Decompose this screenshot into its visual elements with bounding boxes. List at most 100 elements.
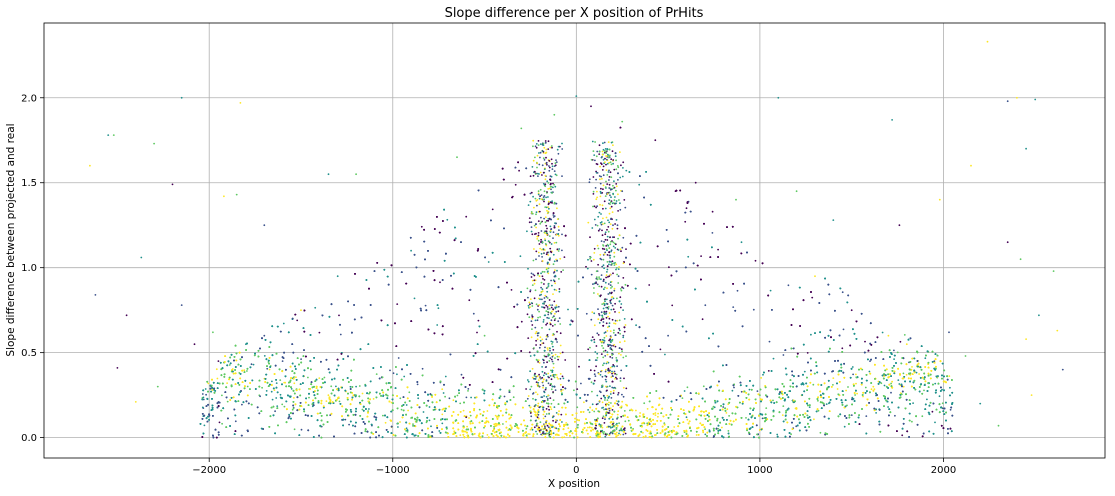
data-point: [456, 394, 459, 397]
data-point: [358, 385, 361, 387]
data-point: [226, 400, 229, 403]
data-point: [267, 361, 270, 363]
data-point: [587, 348, 590, 351]
data-point: [405, 427, 408, 430]
data-point: [752, 308, 755, 311]
data-point: [514, 183, 517, 186]
data-point: [902, 372, 905, 375]
data-point: [619, 176, 622, 179]
data-point: [615, 431, 618, 434]
data-point: [263, 355, 266, 357]
data-point: [470, 396, 472, 399]
data-point: [772, 357, 775, 360]
data-point: [905, 373, 908, 376]
data-point: [619, 306, 622, 309]
data-point: [293, 382, 296, 385]
data-point: [611, 236, 614, 239]
data-point: [271, 398, 274, 401]
data-point: [787, 284, 790, 287]
data-point: [535, 146, 538, 149]
data-point: [851, 396, 854, 399]
data-point: [424, 304, 427, 307]
data-point: [221, 394, 223, 397]
data-point: [384, 421, 387, 424]
data-point: [275, 382, 278, 384]
data-point: [949, 408, 952, 411]
data-point: [776, 433, 779, 436]
data-point: [265, 390, 268, 392]
data-point: [768, 340, 771, 343]
data-point: [748, 388, 751, 391]
data-point: [717, 248, 719, 251]
data-point: [646, 408, 649, 410]
data-point: [368, 408, 370, 410]
data-point: [619, 433, 622, 436]
data-point: [439, 281, 441, 284]
data-point: [560, 271, 563, 273]
data-point: [499, 436, 501, 439]
data-point: [567, 308, 569, 311]
data-point: [642, 431, 644, 434]
data-point: [643, 402, 646, 405]
data-point: [520, 320, 523, 323]
data-point: [468, 299, 471, 302]
data-point: [477, 319, 480, 322]
data-point: [375, 373, 378, 375]
data-point: [444, 395, 446, 398]
data-point: [293, 397, 295, 399]
data-point: [846, 404, 848, 407]
data-point: [417, 397, 420, 400]
points-layer: [89, 40, 1064, 439]
data-point: [246, 385, 249, 388]
data-point: [803, 370, 806, 373]
data-point: [686, 418, 689, 421]
data-point: [862, 395, 864, 398]
data-point: [382, 414, 384, 417]
data-point: [894, 414, 896, 417]
data-point: [441, 388, 444, 391]
data-point: [767, 370, 770, 372]
data-point: [856, 392, 858, 395]
data-point: [483, 426, 485, 429]
data-point: [261, 386, 263, 389]
data-point: [459, 434, 462, 437]
data-point: [654, 412, 657, 414]
data-point: [437, 307, 440, 310]
data-point: [420, 225, 423, 228]
data-point: [519, 255, 522, 258]
data-point: [436, 324, 439, 326]
data-point: [503, 395, 506, 398]
data-point: [590, 426, 593, 429]
data-point: [546, 399, 549, 402]
data-point: [836, 388, 839, 390]
chart-title: Slope difference per X position of PrHit…: [445, 6, 704, 21]
data-point: [850, 414, 853, 416]
data-point: [234, 420, 237, 423]
data-point: [782, 354, 785, 356]
data-point: [268, 368, 271, 371]
data-point: [527, 433, 530, 435]
data-point: [397, 426, 399, 428]
data-point: [668, 266, 670, 269]
data-point: [389, 369, 391, 372]
data-point: [422, 411, 425, 413]
data-point: [207, 382, 210, 385]
data-point: [329, 414, 332, 416]
data-point: [811, 296, 814, 299]
data-point: [902, 385, 905, 388]
data-point: [704, 304, 707, 307]
data-point: [855, 382, 857, 385]
data-point: [861, 368, 864, 371]
data-point: [898, 383, 901, 385]
data-point: [270, 390, 273, 393]
data-point: [288, 413, 290, 416]
data-point: [761, 417, 764, 420]
data-point: [890, 391, 892, 394]
data-point: [790, 433, 792, 436]
data-point: [704, 433, 707, 436]
data-point: [293, 428, 296, 431]
data-point: [949, 386, 951, 389]
data-point: [865, 415, 868, 417]
